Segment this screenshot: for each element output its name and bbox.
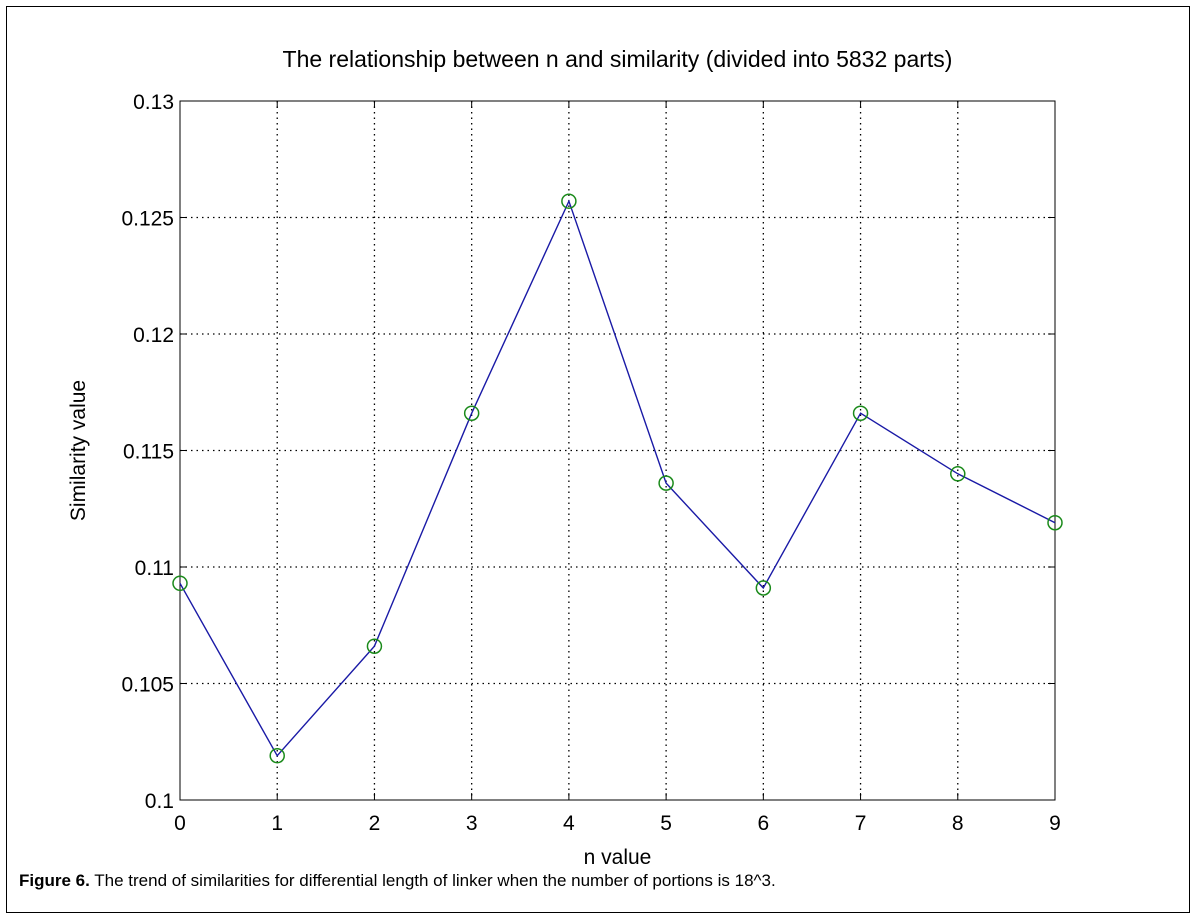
series-line bbox=[179, 199, 1056, 757]
y-tick-label: 0.1 bbox=[145, 790, 174, 813]
x-tick-label: 9 bbox=[1049, 812, 1061, 835]
y-tick-label: 0.11 bbox=[135, 557, 174, 580]
y-tick-label: 0.13 bbox=[133, 91, 174, 114]
grid-lines bbox=[180, 101, 1055, 800]
x-tick-label: 2 bbox=[369, 812, 381, 835]
y-tick-label: 0.105 bbox=[121, 674, 174, 697]
data-point-marker bbox=[852, 405, 869, 421]
y-tick-label: 0.125 bbox=[121, 208, 174, 231]
figure-frame bbox=[6, 6, 1190, 913]
data-point-marker bbox=[172, 575, 188, 592]
caption-label: Figure 6. bbox=[19, 871, 90, 890]
tick-labels: 0 1 2 3 4 5 6 7 8 9 0.1 0.105 0.11 0.115 0.12 0.125 0.13 bbox=[121, 91, 1060, 835]
x-tick-label: 3 bbox=[466, 812, 478, 835]
x-axis-label: n value bbox=[584, 846, 652, 869]
y-tick-label: 0.12 bbox=[133, 324, 174, 347]
data-point-marker bbox=[658, 475, 674, 491]
y-tick-label: 0.115 bbox=[123, 441, 174, 464]
data-point-marker bbox=[950, 466, 966, 482]
x-tick-label: 8 bbox=[952, 812, 964, 835]
data-point-marker bbox=[1047, 514, 1063, 531]
chart-title: The relationship between n and similarit… bbox=[282, 46, 953, 72]
figure-caption: Figure 6. The trend of similarities for … bbox=[19, 871, 776, 891]
y-axis-label: Similarity value bbox=[67, 380, 90, 521]
x-tick-label: 4 bbox=[563, 812, 575, 835]
data-point-marker bbox=[755, 580, 772, 596]
x-tick-label: 1 bbox=[271, 812, 283, 835]
x-tick-label: 0 bbox=[174, 812, 186, 835]
series-line-group bbox=[179, 199, 1056, 757]
x-tick-label: 5 bbox=[660, 812, 672, 835]
data-point-marker bbox=[366, 638, 383, 654]
x-tick-label: 6 bbox=[757, 812, 769, 835]
series-markers bbox=[172, 193, 1063, 764]
data-point-marker bbox=[561, 193, 577, 209]
x-tick-label: 7 bbox=[855, 812, 867, 835]
axis-ticks bbox=[179, 100, 1056, 801]
data-point-marker bbox=[269, 747, 285, 764]
data-point-marker bbox=[463, 405, 480, 421]
caption-text: The trend of similarities for differenti… bbox=[89, 871, 776, 890]
